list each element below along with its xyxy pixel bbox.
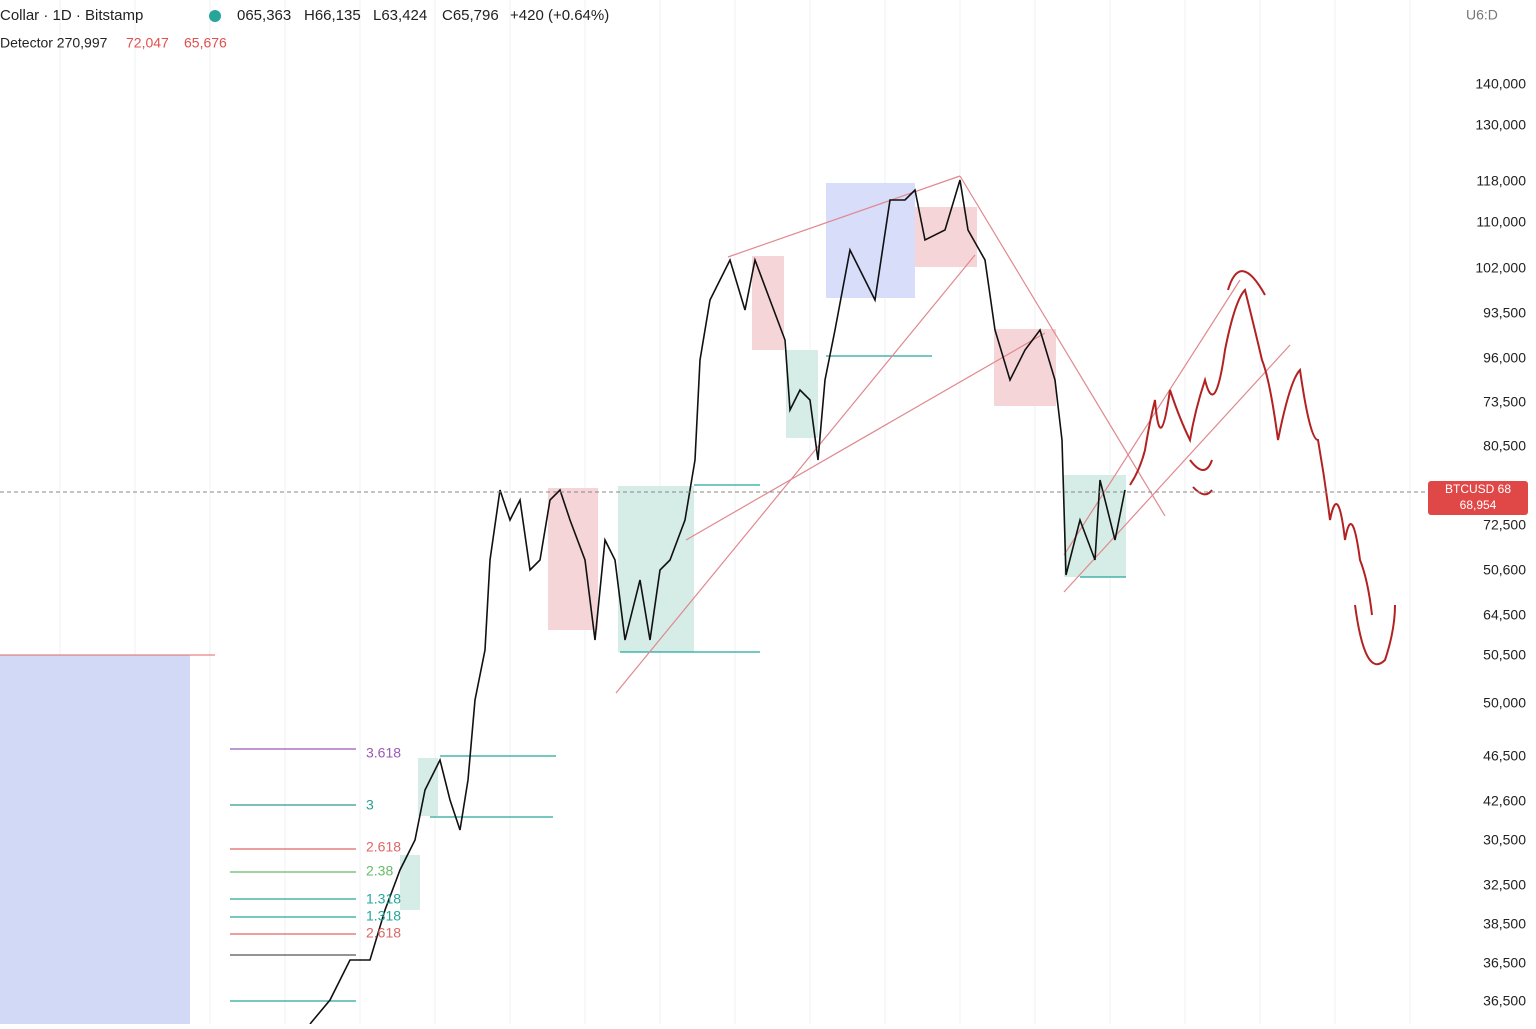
fib-label: 2.618 [366,839,401,855]
price-tag: BTCUSD 68 68,954 [1428,481,1528,515]
axis-label: 93,500 [1483,305,1526,321]
status-dot [209,10,221,22]
axis-label: 130,000 [1475,117,1526,133]
axis-label: 73,500 [1483,394,1526,410]
axis-label: 36,500 [1483,993,1526,1009]
axis-label: 36,500 [1483,955,1526,971]
axis-label: 80,500 [1483,438,1526,454]
fib-label: 1.318 [366,891,401,907]
high: H66,135 [304,7,361,24]
timeframe[interactable]: U6:D [1466,7,1498,23]
open: 065,363 [237,7,291,24]
axis-label: 102,000 [1475,260,1526,276]
axis-label: 38,500 [1483,916,1526,932]
price-path [309,179,1126,1025]
tag-symbol: BTCUSD 68 [1445,482,1511,496]
fib-label: 2.38 [366,863,393,879]
zones [0,183,1126,1024]
projection [1129,270,1396,666]
axis-label: 140,000 [1475,76,1526,92]
low: L63,424 [373,7,427,24]
axis-label: 42,600 [1483,793,1526,809]
axis-label: 118,000 [1476,173,1526,189]
fib-lines [230,748,356,1002]
levels [430,355,1126,818]
axis-label: 72,500 [1483,517,1526,533]
axis-label: 110,000 [1476,214,1526,230]
fib-label: 3 [366,797,374,813]
fib-label: 1.318 [366,908,401,924]
close: C65,796 [442,7,499,24]
axis-label: 30,500 [1483,832,1526,848]
axis-label: 64,500 [1483,607,1526,623]
price-axis: 140,000 130,000 118,000 110,000 102,000 93,50… [1475,76,1526,1009]
indicator-value: 65,676 [184,35,227,51]
indicator-name: Detector 270,997 [0,35,108,51]
fib-label: 2.618 [366,925,401,941]
axis-label: 46,500 [1483,748,1526,764]
axis-label: 50,600 [1483,562,1526,578]
change: +420 (+0.64%) [510,7,609,24]
header: Collar · 1D · Bitstamp 065,363 H66,135 L… [0,7,1498,51]
fib-label: 3.618 [366,745,401,761]
tag-value: 68,954 [1460,498,1497,512]
grid [59,0,1411,1024]
axis-label: 50,500 [1483,647,1526,663]
indicator-value: 72,047 [126,35,169,51]
axis-label: 50,000 [1483,695,1526,711]
symbol[interactable]: Collar · 1D · Bitstamp [0,7,143,24]
axis-label: 32,500 [1483,877,1526,893]
trendlines [615,175,1291,694]
axis-label: 96,000 [1483,350,1526,366]
